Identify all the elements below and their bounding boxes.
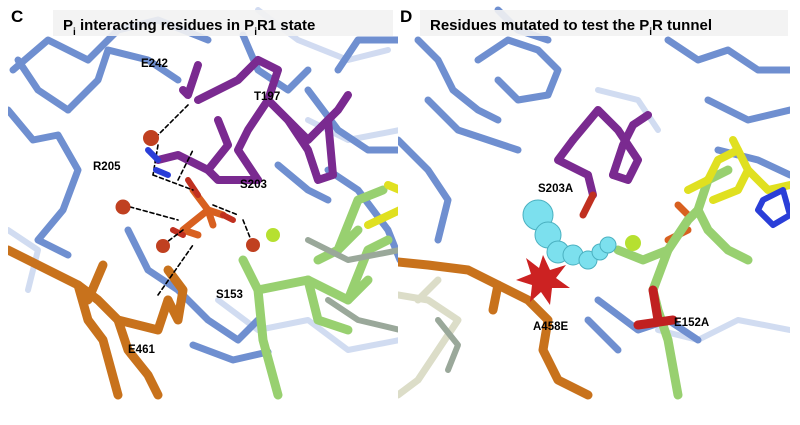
label-e461: E461 xyxy=(128,344,155,356)
panel-c-letter: C xyxy=(11,7,23,26)
panel-c-title: Pi interacting residues in PiR1 state xyxy=(63,17,315,38)
panel-d-title-background xyxy=(420,10,788,36)
label-a458e: A458E xyxy=(533,321,568,333)
label-s203a: S203A xyxy=(538,183,573,195)
panel-d-structure-image: D Residues mutated to test the PiR tunne… xyxy=(398,0,790,400)
panel-d-letter: D xyxy=(400,7,412,26)
panel-c: C Pi interacting residues in PiR1 state … xyxy=(8,0,400,400)
label-e242: E242 xyxy=(141,58,168,70)
label-e152a: E152A xyxy=(674,317,709,329)
panel-d-title: Residues mutated to test the PiR tunnel xyxy=(430,17,712,38)
panel-c-title-background xyxy=(53,10,393,36)
panel-c-structure-image: C Pi interacting residues in PiR1 state … xyxy=(8,0,400,400)
mutation-star xyxy=(516,255,570,305)
label-t197: T197 xyxy=(254,91,280,103)
label-s203: S203 xyxy=(240,179,267,191)
panel-d: D Residues mutated to test the PiR tunne… xyxy=(398,0,790,400)
label-s153: S153 xyxy=(216,289,243,301)
label-r205: R205 xyxy=(93,161,121,173)
